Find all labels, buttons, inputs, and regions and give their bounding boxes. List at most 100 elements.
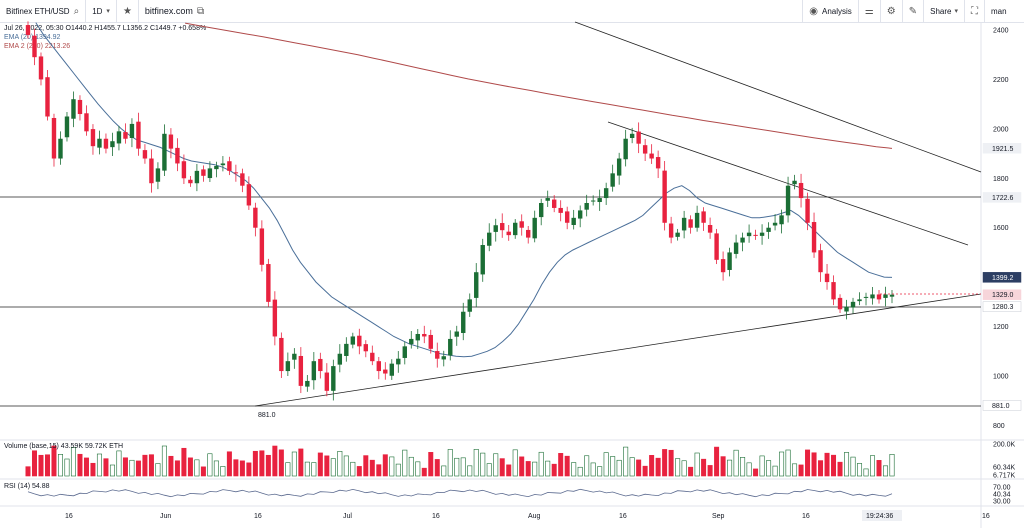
price-tag	[982, 400, 1022, 411]
volume-bar	[493, 453, 499, 477]
share-button[interactable]: Share ▾	[923, 0, 964, 22]
volume-bar	[408, 456, 414, 477]
price-tick-label: 2400	[993, 28, 1009, 35]
external-link-icon: ⧉	[196, 5, 205, 17]
candle-body	[811, 222, 817, 253]
candle-body	[298, 355, 304, 386]
fullscreen-icon: ⛶	[971, 5, 978, 17]
volume-bar	[103, 458, 109, 477]
candle-body	[837, 297, 843, 310]
volume-bar	[298, 448, 304, 477]
volume-bar	[291, 451, 297, 477]
volume-bar	[272, 445, 278, 477]
volume-bar	[727, 459, 733, 477]
candle-body	[844, 306, 849, 312]
candle-body	[506, 231, 511, 236]
volume-bar	[538, 451, 544, 477]
site-link[interactable]: bitfinex.com ⧉	[139, 0, 210, 22]
candle-body	[448, 338, 453, 356]
time-tick-label: 16	[802, 513, 810, 520]
analysis-button[interactable]: ◉ Analysis	[802, 0, 858, 22]
candle-body	[681, 217, 687, 231]
volume-bar	[265, 454, 271, 477]
volume-bar	[785, 449, 791, 477]
volume-bar	[421, 467, 427, 477]
time-tick-label: 16	[982, 513, 990, 520]
volume-bar	[733, 449, 739, 477]
time-axis[interactable]: 16 Jun 16 Jul 16 Aug 16 Sep 16 19:24:36 16	[65, 510, 990, 521]
candle-body	[584, 203, 589, 210]
volume-bar	[194, 459, 200, 477]
volume-bar	[772, 465, 778, 477]
volume-bar	[831, 454, 837, 477]
price-axis[interactable]: 2400 2200 2000 1800 1600 1400 1200 1000 800	[993, 28, 1009, 430]
price-tags: 1921.5 1722.6 1399.2 1329.0 1280.3 881.0	[982, 143, 1022, 411]
favorite-button[interactable]: ★	[117, 0, 139, 22]
volume-bar	[83, 457, 89, 477]
price-tick-label: 1600	[993, 225, 1009, 232]
user-menu[interactable]: man	[984, 0, 1024, 22]
volume-bar	[714, 446, 720, 477]
volume-bar	[135, 460, 141, 477]
upper-channel-line[interactable]	[574, 21, 982, 173]
price-tag	[982, 272, 1022, 283]
candle-body	[279, 337, 284, 372]
candle-body	[103, 138, 109, 149]
candle-body	[597, 198, 602, 203]
volume-bars	[25, 445, 895, 477]
volume-bar	[200, 466, 206, 477]
interval-selector[interactable]: 1D ▾	[86, 0, 117, 22]
candle-body	[181, 161, 187, 179]
price-tag-label: 1722.6	[992, 195, 1014, 202]
volume-bar	[512, 449, 518, 477]
volume-bar	[168, 455, 174, 477]
volume-bar	[811, 452, 817, 477]
candle-body	[162, 133, 167, 171]
falling-trendline[interactable]	[607, 121, 969, 246]
candle-body	[454, 331, 459, 337]
volume-bar	[31, 450, 37, 477]
volume-bar	[239, 460, 245, 477]
volume-axis-label: 200.0K	[993, 442, 1016, 449]
time-tick-label: 16	[432, 513, 440, 520]
volume-bar	[525, 461, 531, 477]
candle-body	[123, 132, 128, 139]
volume-bar	[187, 457, 193, 477]
volume-bar	[447, 449, 453, 477]
candle-body	[428, 334, 433, 349]
ema200-line	[185, 22, 893, 149]
price-tag-label: 1280.3	[992, 304, 1014, 311]
volume-bar	[285, 462, 291, 477]
symbol-selector[interactable]: Bitfinex ETH/USD ⌕	[0, 0, 87, 22]
candle-body	[798, 182, 804, 199]
search-icon[interactable]: ⌕	[73, 5, 80, 17]
candle-body	[266, 264, 271, 302]
settings-button[interactable]: ⚙	[879, 0, 902, 22]
volume-bar	[551, 463, 557, 477]
candle-body	[110, 141, 115, 148]
candle-body	[746, 232, 752, 237]
draw-button[interactable]: ✎	[901, 0, 923, 22]
ema20-legend: EMA (20) 1394.92	[4, 34, 61, 41]
volume-bar	[122, 457, 128, 477]
price-tag	[982, 192, 1022, 203]
volume-bar	[701, 458, 707, 477]
candle-body	[64, 116, 70, 138]
volume-bar	[584, 455, 590, 477]
pencil-icon: ✎	[908, 5, 918, 17]
candle-body	[38, 56, 44, 80]
volume-bar	[64, 458, 70, 477]
volume-bar	[610, 456, 616, 477]
fullscreen-button[interactable]: ⛶	[964, 0, 984, 22]
price-tag-label: 1399.2	[992, 275, 1014, 282]
rising-trendline[interactable]	[254, 293, 982, 407]
candle-body	[383, 369, 388, 374]
candle-body	[707, 224, 713, 233]
rsi-legend: RSI (14) 54.88	[4, 483, 50, 490]
volume-bar	[870, 455, 876, 477]
indicators-button[interactable]: ⚌	[857, 0, 880, 22]
symbol-label: Bitfinex ETH/USD	[6, 6, 70, 16]
chevron-down-icon: ▾	[106, 8, 110, 15]
